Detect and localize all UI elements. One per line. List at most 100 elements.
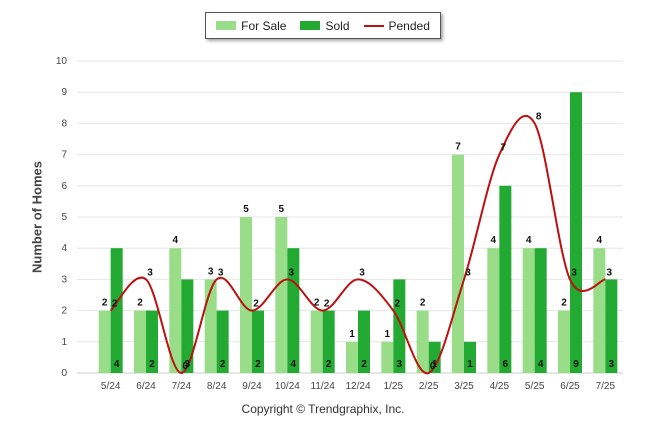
bar-sold [393,279,406,373]
data-label-pended: 3 [607,267,613,278]
bar-for-sale [558,310,570,373]
y-tick-label: 0 [61,368,67,379]
data-label-pended: 2 [324,299,330,310]
data-label-sold: 2 [220,359,226,370]
bar-for-sale [487,248,500,373]
data-label-pended: 3 [359,267,365,278]
data-label-for-sale: 7 [455,142,461,153]
data-labels: 2422433252542212132171464429432303232320… [102,111,615,372]
data-label-for-sale: 2 [420,298,426,309]
x-tick-label: 6/25 [560,381,580,392]
data-label-for-sale: 4 [597,235,603,246]
bar-for-sale [452,154,464,373]
bar-sold [534,248,547,373]
x-tick-label: 12/24 [345,381,370,392]
data-label-for-sale: 3 [208,266,214,277]
data-label-for-sale: 2 [102,298,108,309]
bar-sold [146,310,158,373]
bar-sold [110,248,123,373]
bar-for-sale [134,310,146,373]
y-tick-label: 1 [61,337,67,348]
x-tick-label: 8/24 [207,381,227,392]
legend: For Sale Sold Pended [205,12,441,39]
data-label-sold: 4 [114,359,120,370]
bar-for-sale [275,217,288,373]
data-label-sold: 6 [503,359,509,370]
bar-sold [464,341,476,373]
data-label-pended: 2 [112,299,118,310]
data-label-pended: 3 [147,267,153,278]
y-tick-label: 5 [61,212,67,223]
data-label-sold: 4 [538,359,544,370]
legend-item-sold: Sold [300,18,350,33]
y-tick-label: 4 [61,243,67,254]
legend-swatch-pended [363,24,384,27]
data-label-for-sale: 5 [243,204,249,215]
data-label-sold: 2 [326,359,332,370]
x-tick-label: 4/25 [490,381,510,392]
bar-for-sale [310,310,323,373]
data-label-sold: 2 [149,359,155,370]
legend-label-sold: Sold [325,18,350,33]
data-label-pended: 3 [465,267,471,278]
x-tick-label: 7/25 [596,381,616,392]
y-axis-title: Number of Homes [29,161,45,273]
bar-for-sale [416,310,429,373]
data-label-for-sale: 4 [173,235,179,246]
bar-sold [322,310,335,373]
x-tick-label: 10/24 [275,381,300,392]
data-label-sold: 3 [609,359,615,370]
y-tick-label: 2 [61,306,67,317]
pended-line [109,114,606,375]
x-tick-labels: 5/24 6/24 7/24 8/24 9/24 10/24 11/24 12/24 1/25 2… [101,381,616,392]
legend-item-for-sale: For Sale [216,19,286,33]
data-label-pended: 7 [501,143,507,154]
bar-sold [252,310,264,373]
y-tick-label: 9 [61,87,67,98]
data-label-pended: 3 [571,267,577,278]
data-label-pended: 3 [218,267,224,278]
bar-for-sale [204,279,217,373]
y-tick-label: 6 [61,181,67,192]
legend-swatch-sold [300,21,321,30]
bar-for-sale [593,248,606,373]
x-tick-label: 7/24 [172,381,192,392]
data-label-sold: 2 [361,359,367,370]
data-label-for-sale: 1 [385,329,391,340]
bar-for-sale [98,310,111,373]
data-label-for-sale: 2 [314,298,320,309]
bar-sold [499,185,512,373]
bar-for-sale [169,248,182,373]
x-tick-label: 3/25 [454,381,474,392]
bar-sold [570,92,582,373]
bar-sold [181,279,194,373]
x-tick-label: 11/24 [311,381,336,392]
bar-for-sale [381,341,394,373]
legend-label-for-sale: For Sale [241,18,287,33]
bar-sold [428,341,441,373]
copyright-text: Copyright © Trendgraphix, Inc. [241,402,405,416]
data-label-for-sale: 1 [349,329,355,340]
bar-for-sale [346,341,358,373]
bars [98,92,618,373]
data-label-sold: 3 [397,359,403,370]
grid-lines [77,60,623,374]
data-label-for-sale: 5 [279,204,285,215]
x-tick-label: 5/25 [525,381,545,392]
data-label-pended: 2 [253,299,259,310]
bar-for-sale [240,217,252,373]
x-tick-label: 1/25 [384,381,404,392]
x-tick-label: 5/24 [101,381,121,392]
y-tick-label: 8 [61,118,67,129]
bar-for-sale [522,248,535,373]
data-label-pended: 8 [536,111,542,122]
x-tick-label: 2/25 [419,381,439,392]
data-label-pended: 0 [430,361,436,372]
y-tick-label: 7 [61,150,67,161]
x-tick-label: 9/24 [242,381,262,392]
data-label-sold: 1 [467,359,473,370]
data-label-for-sale: 2 [561,298,567,309]
data-label-pended: 3 [289,267,295,278]
y-tick-label: 3 [61,274,67,285]
